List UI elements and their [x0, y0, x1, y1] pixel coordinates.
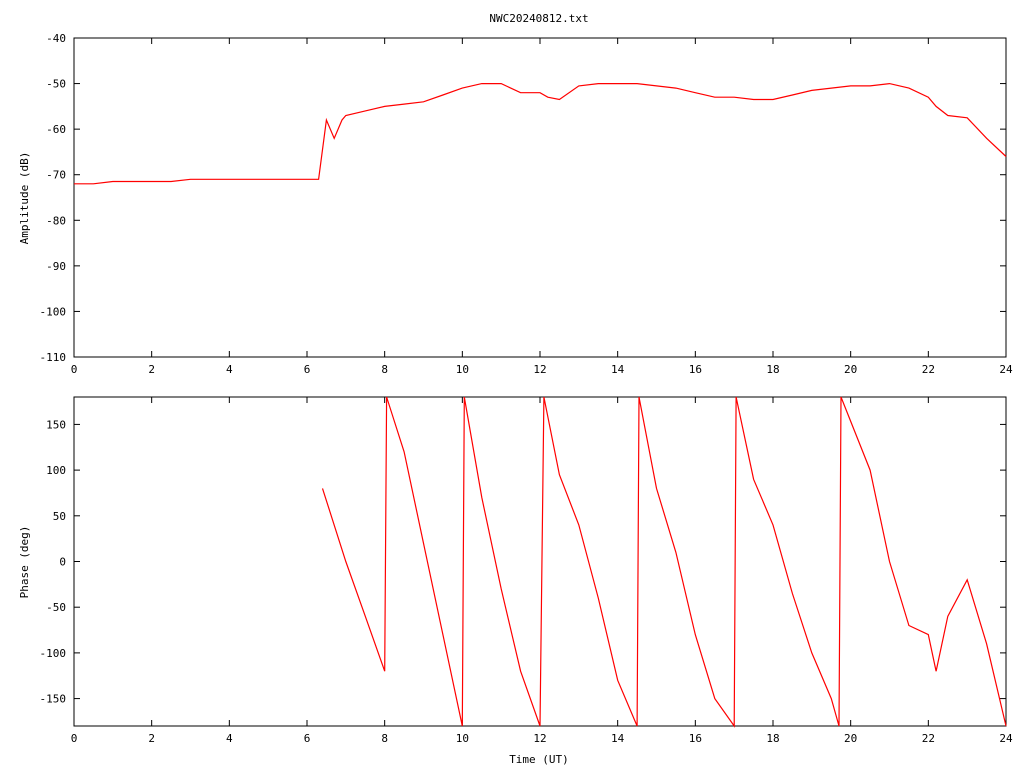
amplitude-x-tick-label: 8 — [381, 363, 388, 376]
amplitude-y-tick-label: -80 — [46, 214, 66, 227]
amplitude-y-tick-label: -40 — [46, 32, 66, 45]
phase-x-tick-label: 8 — [381, 732, 388, 745]
amplitude-x-tick-label: 6 — [304, 363, 311, 376]
phase-x-tick-label: 22 — [922, 732, 935, 745]
phase-x-tick-label: 10 — [456, 732, 469, 745]
amplitude-x-tick-label: 24 — [999, 363, 1013, 376]
phase-x-tick-label: 18 — [766, 732, 779, 745]
amplitude-x-tick-label: 2 — [148, 363, 155, 376]
amplitude-y-tick-label: -70 — [46, 169, 66, 182]
amplitude-y-tick-label: -90 — [46, 260, 66, 273]
phase-x-tick-label: 12 — [533, 732, 546, 745]
phase-y-tick-label: 50 — [53, 510, 66, 523]
phase-y-axis-label: Phase (deg) — [18, 526, 31, 599]
phase-y-tick-label: -150 — [40, 693, 67, 706]
amplitude-x-tick-label: 14 — [611, 363, 625, 376]
phase-x-tick-label: 6 — [304, 732, 311, 745]
phase-x-tick-label: 20 — [844, 732, 857, 745]
phase-x-tick-label: 4 — [226, 732, 233, 745]
phase-x-tick-label: 24 — [999, 732, 1013, 745]
phase-y-tick-label: -50 — [46, 601, 66, 614]
phase-panel: 0 2 4 6 8 10 12 14 16 18 20 22 24150100500-50-100-15… — [18, 396, 1013, 766]
phase-x-tick-label: 16 — [689, 732, 702, 745]
amplitude-ticks: 0 2 4 6 8 10 12 14 16 18 20 22 24-40-50-60-70-80-90-… — [40, 32, 1013, 376]
amplitude-panel: 0 2 4 6 8 10 12 14 16 18 20 22 24-40-50-60-70-80-90-… — [18, 32, 1013, 376]
amplitude-y-tick-label: -110 — [40, 351, 67, 364]
amplitude-series — [74, 82, 1007, 185]
phase-y-tick-label: 100 — [46, 464, 66, 477]
phase-y-tick-label: -100 — [40, 647, 67, 660]
amplitude-x-tick-label: 12 — [533, 363, 546, 376]
amplitude-series-line — [74, 82, 1007, 185]
phase-y-tick-label: 0 — [59, 556, 66, 569]
phase-x-tick-label: 14 — [611, 732, 625, 745]
amplitude-x-tick-label: 10 — [456, 363, 469, 376]
phase-series — [321, 396, 1007, 728]
amplitude-x-tick-label: 0 — [71, 363, 78, 376]
phase-series-line — [321, 396, 1007, 728]
phase-x-tick-label: 0 — [71, 732, 78, 745]
phase-x-tick-label: 2 — [148, 732, 155, 745]
amplitude-x-tick-label: 20 — [844, 363, 857, 376]
amplitude-y-tick-label: -100 — [40, 305, 67, 318]
amplitude-x-tick-label: 4 — [226, 363, 233, 376]
phase-ticks: 0 2 4 6 8 10 12 14 16 18 20 22 24150100500-50-100-15… — [40, 397, 1013, 745]
amplitude-y-tick-label: -60 — [46, 123, 66, 136]
phase-y-tick-label: 150 — [46, 418, 66, 431]
amplitude-y-axis-label: Amplitude (dB) — [18, 152, 31, 245]
amplitude-x-tick-label: 16 — [689, 363, 702, 376]
amplitude-x-tick-label: 22 — [922, 363, 935, 376]
amplitude-x-tick-label: 18 — [766, 363, 779, 376]
amplitude-y-tick-label: -50 — [46, 78, 66, 91]
time-x-axis-label: Time (UT) — [509, 753, 569, 766]
chart-title: NWC20240812.txt — [489, 12, 588, 25]
